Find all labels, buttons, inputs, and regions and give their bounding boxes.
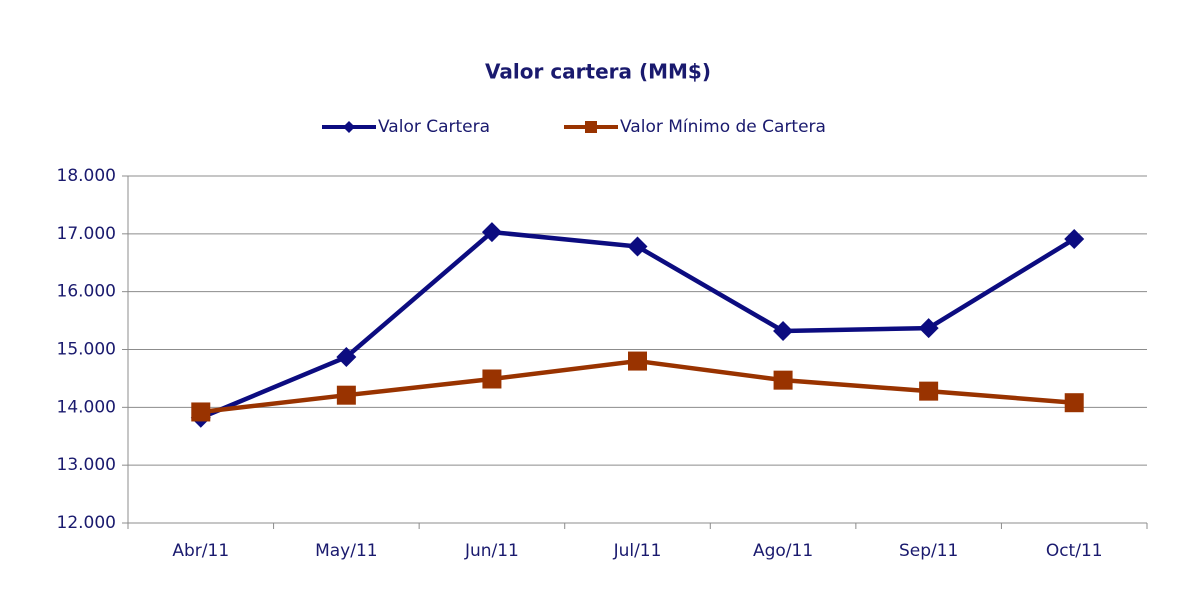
point	[336, 385, 356, 405]
point	[1064, 393, 1084, 413]
x-tick-label: Jul/11	[613, 541, 662, 561]
y-tick-label: 12.000	[57, 513, 116, 533]
legend-label: Valor Cartera	[378, 117, 490, 137]
legend-marker	[343, 121, 355, 133]
point	[191, 402, 211, 422]
point	[918, 318, 939, 339]
x-tick-label: Ago/11	[753, 541, 813, 561]
y-tick-label: 18.000	[57, 166, 116, 186]
y-tick-label: 17.000	[57, 224, 116, 244]
x-tick-label: Oct/11	[1046, 541, 1103, 561]
x-tick-label: Jun/11	[464, 541, 519, 561]
point	[336, 347, 357, 368]
x-tick-label: Sep/11	[899, 541, 958, 561]
point	[627, 236, 648, 257]
x-tick-label: Abr/11	[172, 541, 229, 561]
point	[919, 381, 939, 401]
chart-title: Valor cartera (MM$)	[485, 60, 711, 84]
point	[481, 222, 502, 243]
point	[773, 370, 793, 390]
series-line	[199, 229, 1076, 420]
legend-label: Valor Mínimo de Cartera	[620, 117, 826, 137]
y-tick-label: 15.000	[57, 340, 116, 360]
y-tick-label: 16.000	[57, 282, 116, 302]
y-tick-label: 13.000	[57, 455, 116, 475]
point	[773, 320, 794, 341]
point	[628, 351, 647, 371]
y-tick-label: 14.000	[57, 397, 116, 417]
x-tick-label: May/11	[315, 541, 378, 561]
point	[1064, 229, 1085, 250]
legend-marker	[585, 121, 597, 133]
point	[482, 369, 502, 389]
